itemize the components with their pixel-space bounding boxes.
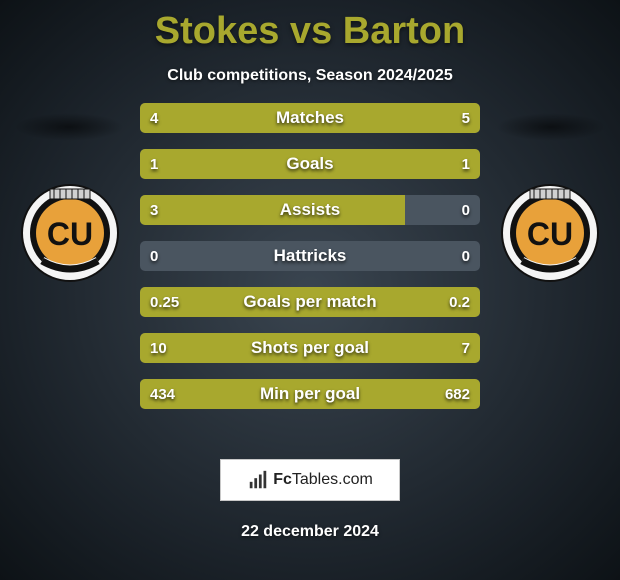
stat-row: 11Goals [140, 149, 480, 179]
stat-fill-left [140, 287, 327, 317]
stat-value-right: 0 [452, 195, 480, 225]
stat-row: 0.250.2Goals per match [140, 287, 480, 317]
stat-fill-left [140, 379, 273, 409]
stat-fill-right [310, 149, 480, 179]
fctables-logo[interactable]: FcTables.com [220, 459, 400, 501]
stat-fill-left [140, 103, 290, 133]
stat-fill-right [341, 333, 480, 363]
stat-fill-left [140, 195, 405, 225]
stat-row: 107Shots per goal [140, 333, 480, 363]
stat-bars: 45Matches11Goals30Assists00Hattricks0.25… [140, 103, 480, 425]
stat-value-right: 0 [452, 241, 480, 271]
stat-fill-left [140, 149, 310, 179]
comparison-stage: CU CU 45Matches11Goals30Assists00Hattric… [0, 103, 620, 443]
chart-icon [247, 469, 269, 491]
shadow-right [496, 113, 606, 141]
club-badge-right-svg: CU [500, 183, 600, 283]
page-title: Stokes vs Barton [0, 0, 620, 53]
club-badge-left-svg: CU [20, 183, 120, 283]
stat-fill-right [290, 103, 480, 133]
stat-value-left: 0 [140, 241, 168, 271]
stat-fill-left [140, 333, 341, 363]
svg-text:CU: CU [47, 216, 93, 252]
shadow-left [14, 113, 124, 141]
club-badge-right: CU [500, 183, 600, 283]
stat-label: Hattricks [140, 241, 480, 271]
logo-text: FcTables.com [273, 471, 373, 489]
svg-text:CU: CU [527, 216, 573, 252]
stat-row: 434682Min per goal [140, 379, 480, 409]
stat-row: 45Matches [140, 103, 480, 133]
date-label: 22 december 2024 [0, 523, 620, 541]
stat-row: 30Assists [140, 195, 480, 225]
stat-row: 0 0Hattricks [140, 241, 480, 271]
stat-fill-right [327, 287, 480, 317]
subtitle: Club competitions, Season 2024/2025 [0, 67, 620, 85]
club-badge-left: CU [20, 183, 120, 283]
stat-fill-right [273, 379, 480, 409]
